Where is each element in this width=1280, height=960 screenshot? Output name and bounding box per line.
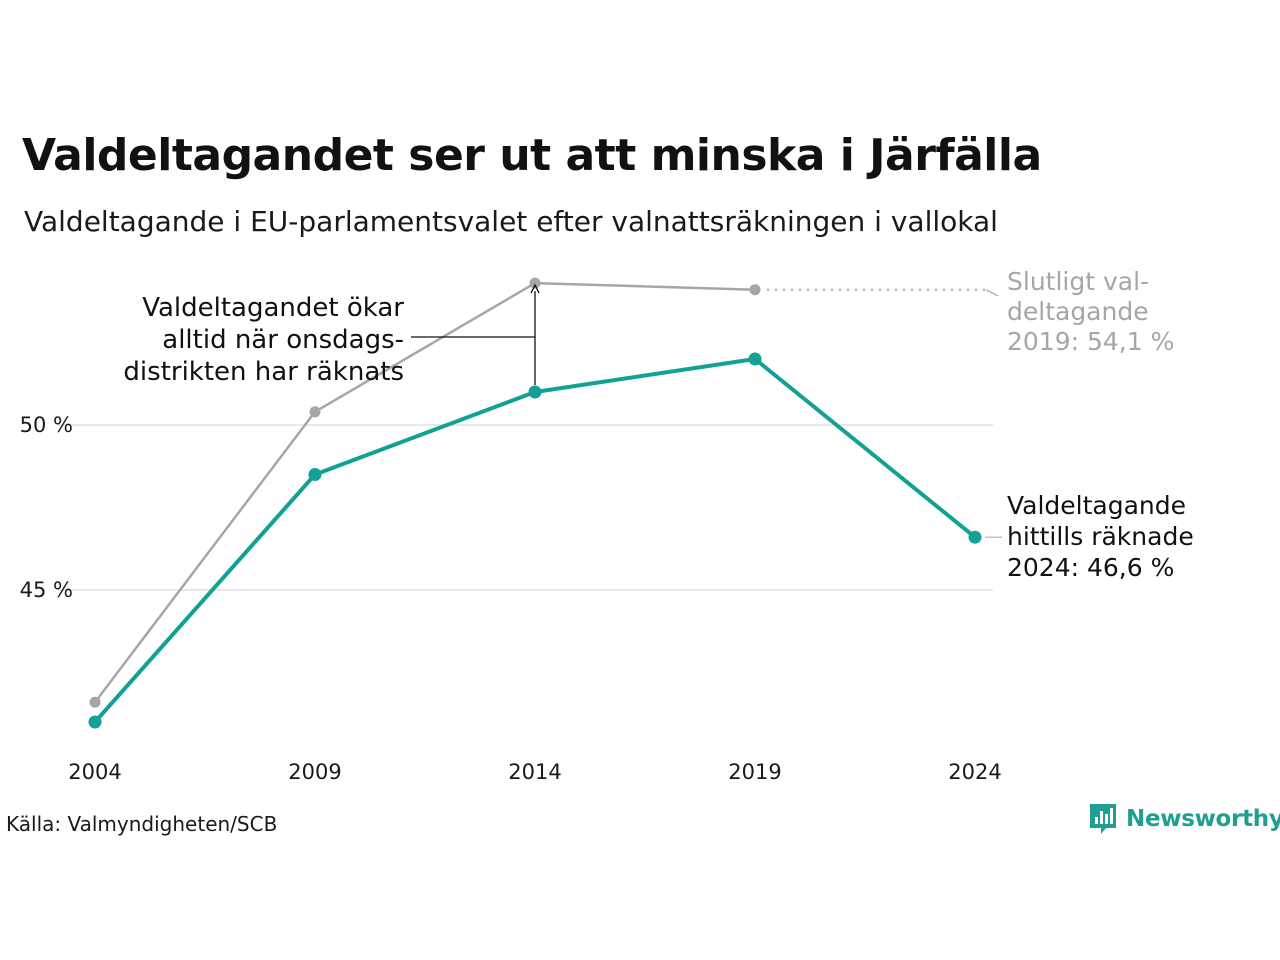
final-label-line: 2019: 54,1 % (1007, 327, 1174, 356)
x-tick-label: 2019 (728, 760, 781, 784)
final-label-line: deltagande (1007, 297, 1149, 326)
annotation-note-line: alltid när onsdags- (162, 325, 404, 355)
point-counted (88, 715, 102, 729)
source-note: Källa: Valmyndigheten/SCB (6, 812, 278, 836)
x-tick-label: 2004 (68, 760, 121, 784)
annotation-note-line: Valdeltagandet ökar (142, 293, 404, 323)
y-tick-label: 50 % (20, 413, 73, 437)
point-final (749, 284, 761, 296)
annotation-note-line: distrikten har räknats (123, 357, 404, 387)
point-final (309, 406, 321, 418)
final-label-line: Slutligt val- (1007, 267, 1149, 296)
y-tick-label: 45 % (20, 578, 73, 602)
point-counted (748, 352, 762, 366)
counted-label-line: hittills räknade (1007, 522, 1194, 551)
series-line-final (94, 281, 756, 703)
line-chart: 45 % 50 % 2004 2009 2014 2019 2024 Valdeltagand… (20, 267, 1194, 784)
x-tick-label: 2014 (508, 760, 561, 784)
chart-subtitle: Valdeltagande i EU-parlamentsvalet efter… (24, 205, 998, 238)
point-counted (528, 385, 542, 399)
point-counted (308, 468, 322, 481)
point-final (89, 696, 101, 708)
x-tick-label: 2024 (948, 760, 1001, 784)
counted-label-line: Valdeltagande (1007, 491, 1186, 520)
bar-chart-icon (1090, 804, 1116, 834)
series-line-counted (93, 357, 977, 724)
chart-title: Valdeltagandet ser ut att minska i Järfä… (22, 130, 1042, 181)
x-tick-label: 2009 (288, 760, 341, 784)
brand-name: Newsworthy (1126, 806, 1280, 832)
final-leader-tick (985, 289, 999, 297)
point-final (529, 277, 541, 289)
point-counted (968, 530, 982, 544)
newsworthy-logo: Newsworthy (1088, 802, 1280, 836)
annotation-arrowhead (530, 283, 540, 294)
counted-label-line: 2024: 46,6 % (1007, 553, 1174, 582)
